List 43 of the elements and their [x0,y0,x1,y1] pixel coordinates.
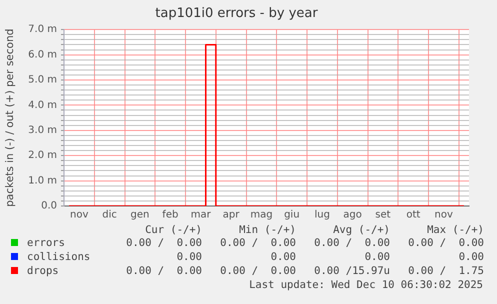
y-tick-label: 2.0 m [28,150,57,162]
chart-title: tap101i0 errors - by year [155,6,318,22]
text: 0.00 / 1.75 [407,264,484,278]
text: 0.00 / 0.00 [219,236,296,250]
text: Cur (-/+) [144,224,202,236]
y-tick-label: 7.0 m [28,24,57,36]
x-tick-label: ott [406,210,420,221]
text: 0.00 / 0.00 [313,236,390,250]
x-tick-label: nov [434,210,453,221]
text: 0.00 / 0.00 [125,236,202,250]
text: Max (-/+) [426,224,484,236]
text: 0.00 [270,250,296,264]
text: 0.00 / 0.00 [125,264,202,278]
y-tick-label: 0.0 [41,200,57,212]
text: 0.00 [458,250,484,264]
y-tick-label: 5.0 m [28,74,57,86]
x-tick-label: dic [102,210,117,221]
legend-label: collisions [26,250,92,264]
x-tick-label: mag [250,210,273,221]
y-tick-label: 3.0 m [28,124,57,136]
x-tick-label: mar [190,210,212,221]
x-tick-label: set [375,210,391,221]
y-tick-label: 6.0 m [28,49,57,60]
text: Avg (-/+) [332,224,390,236]
text: 0.00 [364,250,390,264]
text: 0.00 [176,250,202,264]
x-tick-label: gen [130,210,150,221]
x-tick-label: giu [284,210,300,221]
x-tick-label: feb [162,210,178,221]
x-tick-label: lug [314,210,330,221]
x-tick-label: ago [343,210,362,221]
text: Last update: Wed Dec 10 06:30:02 2025 [248,278,484,292]
x-tick-label: nov [70,210,88,221]
legend-label: errors [26,236,66,250]
x-tick-label: apr [222,210,240,221]
text: 0.00 / 0.00 [219,264,296,278]
y-tick-label: 4.0 m [28,100,57,111]
text: 0.00 /15.97u [313,264,390,278]
legend-label: drops [26,264,60,278]
text: Min (-/+) [238,224,296,236]
y-axis-title: packets in (-) / out (+) per second [4,28,16,207]
text: 0.00 / 0.00 [407,236,484,250]
y-tick-label: 1.0 m [28,175,57,186]
